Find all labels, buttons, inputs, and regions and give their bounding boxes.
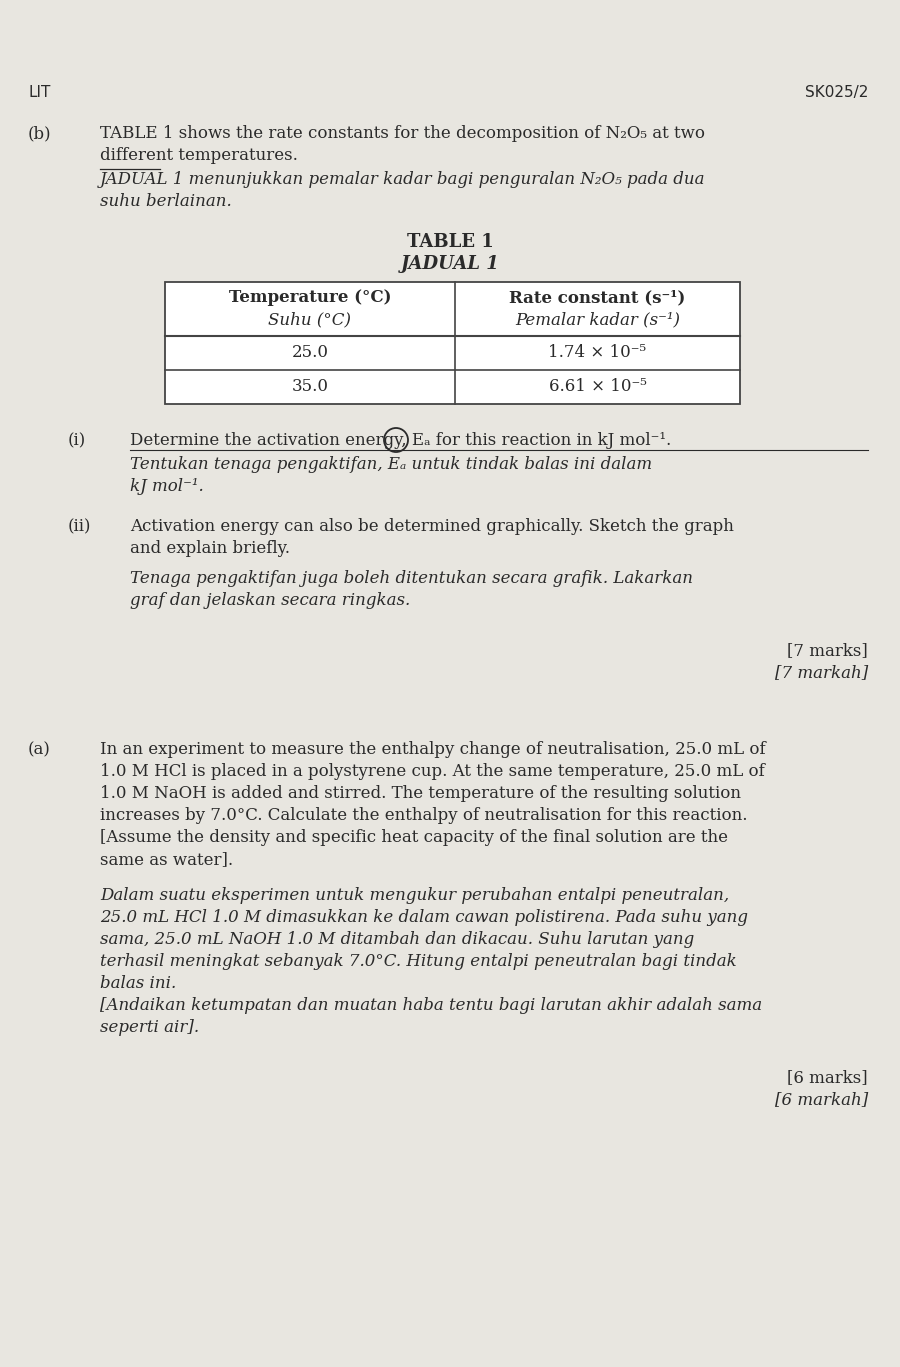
Text: JADUAL 1 menunjukkan pemalar kadar bagi penguralan N₂O₅ pada dua: JADUAL 1 menunjukkan pemalar kadar bagi … — [100, 171, 706, 189]
Text: TABLE 1 shows the rate constants for the decomposition of N₂O₅ at two: TABLE 1 shows the rate constants for the… — [100, 124, 705, 142]
Text: SK025/2: SK025/2 — [805, 85, 868, 100]
Text: Temperature (°C): Temperature (°C) — [229, 288, 392, 306]
Text: Pemalar kadar (s⁻¹): Pemalar kadar (s⁻¹) — [515, 312, 680, 328]
Text: terhasil meningkat sebanyak 7.0°C. Hitung entalpi peneutralan bagi tindak: terhasil meningkat sebanyak 7.0°C. Hitun… — [100, 953, 737, 971]
Text: [6 marks]: [6 marks] — [788, 1069, 868, 1085]
Text: In an experiment to measure the enthalpy change of neutralisation, 25.0 mL of: In an experiment to measure the enthalpy… — [100, 741, 766, 757]
Text: Determine the activation energy, Eₐ for this reaction in kJ mol⁻¹.: Determine the activation energy, Eₐ for … — [130, 432, 671, 448]
Text: suhu berlainan.: suhu berlainan. — [100, 193, 232, 211]
Text: 6.61 × 10⁻⁵: 6.61 × 10⁻⁵ — [549, 379, 646, 395]
Text: (i): (i) — [68, 432, 86, 448]
Text: Tenaga pengaktifan juga boleh ditentukan secara grafik. Lakarkan: Tenaga pengaktifan juga boleh ditentukan… — [130, 570, 693, 586]
Text: 25.0: 25.0 — [292, 344, 328, 361]
Bar — [165, 282, 740, 405]
Text: 1.74 × 10⁻⁵: 1.74 × 10⁻⁵ — [548, 344, 646, 361]
Text: same as water].: same as water]. — [100, 852, 233, 868]
Text: graf dan jelaskan secara ringkas.: graf dan jelaskan secara ringkas. — [130, 592, 410, 610]
Text: Suhu (°C): Suhu (°C) — [268, 312, 352, 328]
Text: (a): (a) — [28, 741, 51, 757]
Text: different temperatures.: different temperatures. — [100, 148, 298, 164]
Text: balas ini.: balas ini. — [100, 975, 176, 992]
Text: 25.0 mL HCl 1.0 M dimasukkan ke dalam cawan polistirena. Pada suhu yang: 25.0 mL HCl 1.0 M dimasukkan ke dalam ca… — [100, 909, 748, 925]
Text: [Andaikan ketumpatan dan muatan haba tentu bagi larutan akhir adalah sama: [Andaikan ketumpatan dan muatan haba ten… — [100, 997, 762, 1014]
Text: and explain briefly.: and explain briefly. — [130, 540, 290, 556]
Text: Rate constant (s⁻¹): Rate constant (s⁻¹) — [509, 288, 686, 306]
Text: Dalam suatu eksperimen untuk mengukur perubahan entalpi peneutralan,: Dalam suatu eksperimen untuk mengukur pe… — [100, 887, 729, 904]
Text: (ii): (ii) — [68, 518, 92, 534]
Text: [7 markah]: [7 markah] — [775, 664, 868, 681]
Text: 35.0: 35.0 — [292, 379, 328, 395]
Text: 1.0 M HCl is placed in a polystyrene cup. At the same temperature, 25.0 mL of: 1.0 M HCl is placed in a polystyrene cup… — [100, 763, 765, 781]
Text: [Assume the density and specific heat capacity of the final solution are the: [Assume the density and specific heat ca… — [100, 828, 728, 846]
Text: sama, 25.0 mL NaOH 1.0 M ditambah dan dikacau. Suhu larutan yang: sama, 25.0 mL NaOH 1.0 M ditambah dan di… — [100, 931, 694, 947]
Text: seperti air].: seperti air]. — [100, 1018, 199, 1036]
Text: Tentukan tenaga pengaktifan, Eₐ untuk tindak balas ini dalam: Tentukan tenaga pengaktifan, Eₐ untuk ti… — [130, 457, 652, 473]
Text: increases by 7.0°C. Calculate the enthalpy of neutralisation for this reaction.: increases by 7.0°C. Calculate the enthal… — [100, 807, 748, 824]
Text: [6 markah]: [6 markah] — [775, 1091, 868, 1109]
Text: Activation energy can also be determined graphically. Sketch the graph: Activation energy can also be determined… — [130, 518, 734, 534]
Text: TABLE 1: TABLE 1 — [407, 232, 493, 252]
Text: LIT: LIT — [28, 85, 50, 100]
Text: JADUAL 1: JADUAL 1 — [400, 256, 500, 273]
Text: kJ mol⁻¹.: kJ mol⁻¹. — [130, 478, 203, 495]
Text: [7 marks]: [7 marks] — [788, 642, 868, 659]
Text: (b): (b) — [28, 124, 51, 142]
Text: 1.0 M NaOH is added and stirred. The temperature of the resulting solution: 1.0 M NaOH is added and stirred. The tem… — [100, 785, 741, 802]
